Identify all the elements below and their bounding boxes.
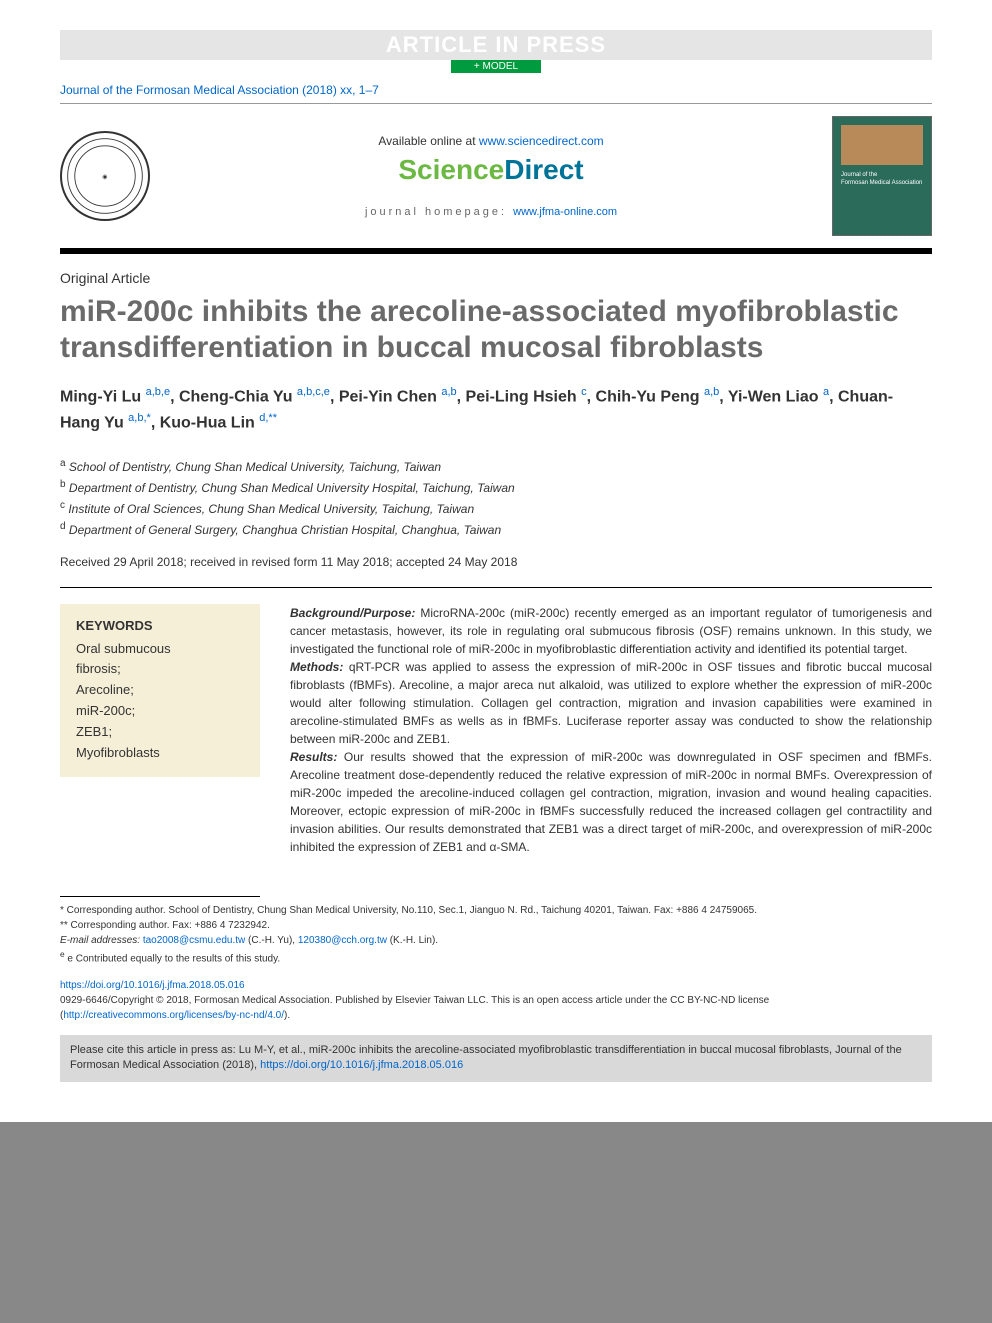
available-online: Available online at www.sciencedirect.co… xyxy=(150,134,832,148)
affiliation-c: c Institute of Oral Sciences, Chung Shan… xyxy=(60,498,932,519)
doi-link[interactable]: https://doi.org/10.1016/j.jfma.2018.05.0… xyxy=(60,980,245,991)
cover-text: Journal of the Formosan Medical Associat… xyxy=(841,172,922,188)
article-page: ARTICLE IN PRESS + MODEL Journal of the … xyxy=(0,0,992,1122)
keywords-box: KEYWORDS Oral submucous fibrosis; Arecol… xyxy=(60,604,260,778)
sd-science: Science xyxy=(398,154,504,185)
methods-text: qRT-PCR was applied to assess the expres… xyxy=(290,660,932,746)
journal-reference: Journal of the Formosan Medical Associat… xyxy=(60,83,932,97)
sciencedirect-link[interactable]: www.sciencedirect.com xyxy=(479,134,604,148)
content-row: KEYWORDS Oral submucous fibrosis; Arecol… xyxy=(60,604,932,856)
cite-text: Please cite this article in press as: Lu… xyxy=(70,1044,902,1071)
article-dates: Received 29 April 2018; received in revi… xyxy=(60,555,932,569)
journal-seal-icon: ◉ xyxy=(60,131,150,221)
keywords-heading: KEYWORDS xyxy=(76,618,244,633)
keywords-list: Oral submucous fibrosis; Arecoline; miR-… xyxy=(76,639,244,764)
black-rule xyxy=(60,587,932,588)
model-badge: + MODEL xyxy=(451,60,541,73)
cc-license-link[interactable]: http://creativecommons.org/licenses/by-n… xyxy=(63,1010,284,1021)
authors-list: Ming-Yi Lu a,b,e, Cheng-Chia Yu a,b,c,e,… xyxy=(60,384,932,436)
email-1[interactable]: tao2008@csmu.edu.tw xyxy=(143,935,245,946)
svg-text:◉: ◉ xyxy=(102,174,107,181)
affiliations: a School of Dentistry, Chung Shan Medica… xyxy=(60,456,932,541)
journal-home-link[interactable]: www.jfma-online.com xyxy=(513,206,617,218)
contribution-note: e e Contributed equally to the results o… xyxy=(60,948,932,966)
cite-doi-link[interactable]: https://doi.org/10.1016/j.jfma.2018.05.0… xyxy=(260,1059,463,1071)
article-type: Original Article xyxy=(60,270,932,286)
citation-box: Please cite this article in press as: Lu… xyxy=(60,1035,932,1082)
journal-home-label: journal homepage: xyxy=(365,206,513,218)
results-text: Our results showed that the expression o… xyxy=(290,750,932,854)
press-banner: ARTICLE IN PRESS xyxy=(60,30,932,60)
cover-image xyxy=(841,125,923,165)
affiliation-d: d Department of General Surgery, Changhu… xyxy=(60,519,932,540)
background-head: Background/Purpose: xyxy=(290,606,415,620)
journal-cover-icon: Journal of the Formosan Medical Associat… xyxy=(832,116,932,236)
results-head: Results: xyxy=(290,750,337,764)
affiliation-b: b Department of Dentistry, Chung Shan Me… xyxy=(60,477,932,498)
footnotes: * Corresponding author. School of Dentis… xyxy=(60,903,932,966)
footnote-separator xyxy=(60,896,260,897)
abstract: Background/Purpose: MicroRNA-200c (miR-2… xyxy=(290,604,932,856)
affiliation-a: a School of Dentistry, Chung Shan Medica… xyxy=(60,456,932,477)
email-1-name: (C.-H. Yu), xyxy=(245,935,298,946)
email-line: E-mail addresses: tao2008@csmu.edu.tw (C… xyxy=(60,933,932,948)
header-center: Available online at www.sciencedirect.co… xyxy=(150,134,832,218)
available-online-text: Available online at xyxy=(378,134,479,148)
doi-block: https://doi.org/10.1016/j.jfma.2018.05.0… xyxy=(60,978,932,1023)
email-label: E-mail addresses: xyxy=(60,935,143,946)
methods-head: Methods: xyxy=(290,660,343,674)
corresponding-1: * Corresponding author. School of Dentis… xyxy=(60,903,932,918)
header-block: ◉ Available online at www.sciencedirect.… xyxy=(60,104,932,248)
corresponding-2: ** Corresponding author. Fax: +886 4 723… xyxy=(60,918,932,933)
sd-direct: Direct xyxy=(504,154,583,185)
email-2[interactable]: 120380@cch.org.tw xyxy=(298,935,387,946)
sciencedirect-logo: ScienceDirect xyxy=(150,154,832,186)
copyright-end: ). xyxy=(284,1010,290,1021)
black-separator xyxy=(60,248,932,254)
email-2-name: (K.-H. Lin). xyxy=(387,935,438,946)
journal-homepage: journal homepage: www.jfma-online.com xyxy=(150,206,832,218)
article-title: miR-200c inhibits the arecoline-associat… xyxy=(60,294,932,366)
